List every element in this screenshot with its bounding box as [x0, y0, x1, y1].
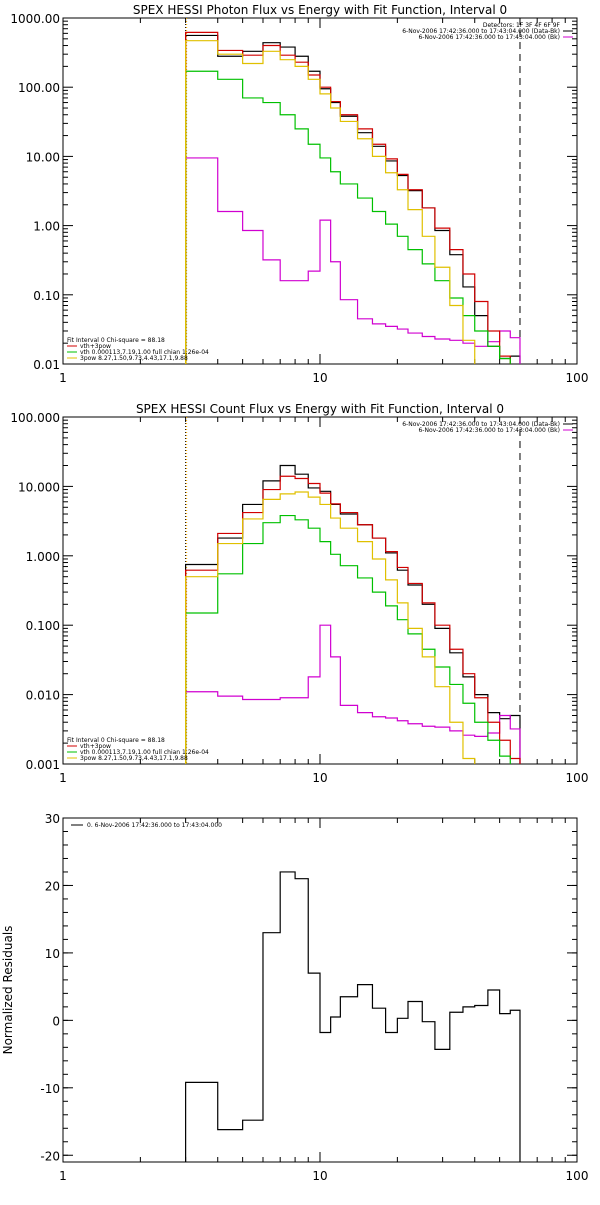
x-axis: 1 10 100 — [59, 818, 588, 1183]
legend-entry: Detectors: 1F 3F 4F 6F 9F — [483, 22, 561, 29]
y-tick-label: 100.00 — [18, 81, 60, 95]
y-tick-label: 10.000 — [18, 480, 60, 494]
legend-entry: Fit Interval 0 Chi-square = 88.18 — [67, 737, 165, 744]
legend-entry: 6-Nov-2006 17:42:36.000 to 17:43:04.000 … — [418, 34, 560, 41]
legend-top: Detectors: 1F 3F 4F 6F 9F6-Nov-2006 17:4… — [402, 22, 573, 41]
x-tick-label: 10 — [312, 371, 327, 385]
y-tick-label: 100.000 — [10, 411, 60, 425]
legend-entry: vth 0.000113,7.19,1.00 full chian 1.26e-… — [80, 749, 209, 756]
y-tick-label: 10 — [45, 947, 60, 961]
series-data — [185, 34, 521, 364]
y-axis: 0.01 0.10 1.00 10.00 100.00 1000.00 — [10, 12, 577, 372]
series-background — [185, 157, 521, 364]
x-tick-label: 1 — [59, 771, 67, 785]
legend-entry: 3pow 8.27,1.50,9.73,4.43,17.1,9.88 — [80, 755, 188, 762]
chart-title: SPEX HESSI Photon Flux vs Energy with Fi… — [133, 3, 507, 17]
y-tick-label: 0.100 — [26, 619, 60, 633]
x-tick-label: 100 — [566, 1169, 589, 1183]
y-tick-label: 20 — [45, 879, 60, 893]
legend-top: 6-Nov-2006 17:42:36.000 to 17:43:04.000 … — [402, 421, 573, 434]
y-tick-label: 1.00 — [33, 220, 60, 234]
legend-entry: 6-Nov-2006 17:42:36.000 to 17:43:04.000 … — [418, 427, 560, 434]
y-tick-label: 1.000 — [26, 550, 60, 564]
chart-title: SPEX HESSI Count Flux vs Energy with Fit… — [136, 402, 504, 416]
series-group — [185, 464, 521, 764]
series-group — [185, 871, 521, 1162]
legend-top: 0. 6-Nov-2006 17:42:36.000 to 17:43:04.0… — [71, 822, 222, 829]
series-3pow — [185, 491, 521, 764]
x-tick-label: 1 — [59, 1169, 67, 1183]
chart-1: SPEX HESSI Photon Flux vs Energy with Fi… — [10, 3, 588, 385]
series-model — [185, 475, 521, 764]
x-tick-label: 10 — [312, 771, 327, 785]
series-3pow — [185, 40, 521, 364]
chart-2: SPEX HESSI Count Flux vs Energy with Fit… — [10, 402, 588, 785]
legend-bottom: Fit Interval 0 Chi-square = 88.18vth+3po… — [67, 737, 209, 762]
series-vth — [185, 514, 521, 764]
x-tick-label: 100 — [566, 371, 589, 385]
x-tick-label: 100 — [566, 771, 589, 785]
y-tick-label: 30 — [45, 812, 60, 826]
y-tick-label: 1000.00 — [10, 12, 60, 26]
series-background — [185, 624, 521, 764]
legend-entry: 3pow 8.27,1.50,9.73,4.43,17.1,9.88 — [80, 355, 188, 362]
y-tick-label: 0 — [52, 1014, 60, 1028]
y-tick-label: -20 — [40, 1149, 60, 1163]
series-residuals — [185, 871, 521, 1162]
y-axis-label: Normalized Residuals — [1, 926, 15, 1055]
y-tick-label: 0.01 — [33, 358, 60, 372]
x-axis: 1 10 100 — [59, 417, 588, 785]
legend-entry: 0. 6-Nov-2006 17:42:36.000 to 17:43:04.0… — [87, 822, 222, 829]
series-model — [185, 31, 521, 364]
legend-entry: Fit Interval 0 Chi-square = 88.18 — [67, 337, 165, 344]
legend-entry: vth 0.000113,7.19,1.00 full chian 1.26e-… — [80, 349, 209, 356]
plot-frame — [62, 416, 578, 765]
x-tick-label: 10 — [312, 1169, 327, 1183]
legend-entry: 6-Nov-2006 17:42:36.000 to 17:43:04.000 … — [402, 28, 560, 35]
x-axis: 1 10 100 — [59, 18, 588, 385]
series-group — [185, 31, 521, 364]
chart-3: Normalized Residuals 1 10 100 -20 -10 0 10 20 30 0… — [1, 812, 588, 1183]
y-tick-label: 10.00 — [26, 150, 60, 164]
y-axis: -20 -10 0 10 20 30 — [40, 812, 577, 1163]
legend-bottom: Fit Interval 0 Chi-square = 88.18vth+3po… — [67, 337, 209, 362]
x-tick-label: 1 — [59, 371, 67, 385]
legend-entry: vth+3pow — [80, 343, 111, 350]
legend-entry: vth+3pow — [80, 743, 111, 750]
y-tick-label: 0.001 — [26, 758, 60, 772]
series-data — [185, 464, 521, 764]
y-axis: 0.001 0.010 0.100 1.000 10.000 100.000 — [10, 411, 577, 772]
y-tick-label: 0.10 — [33, 289, 60, 303]
plot-frame — [62, 17, 578, 365]
y-tick-label: -10 — [40, 1082, 60, 1096]
y-tick-label: 0.010 — [26, 689, 60, 703]
series-vth — [185, 70, 521, 364]
legend-entry: 6-Nov-2006 17:42:36.000 to 17:43:04.000 … — [402, 421, 560, 428]
